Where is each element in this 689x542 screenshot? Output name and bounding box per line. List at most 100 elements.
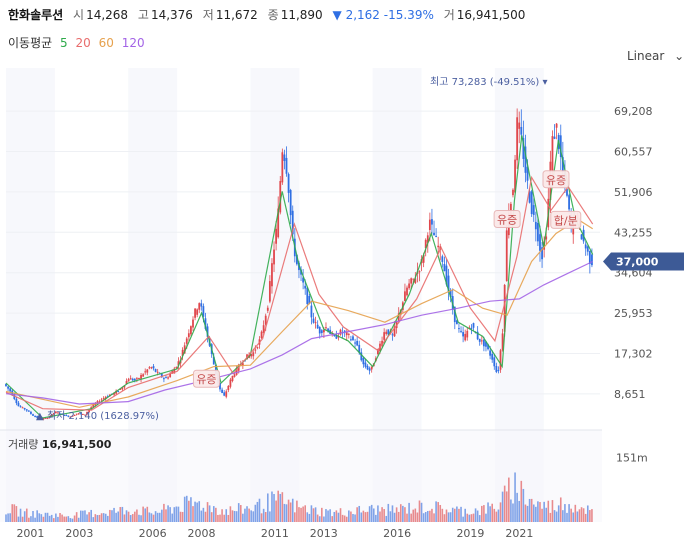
candle-body: [408, 283, 410, 289]
volume-bar: [441, 508, 444, 522]
volume-bar: [165, 509, 167, 522]
volume-label: 거: [443, 8, 455, 22]
candle-body: [422, 255, 425, 263]
volume-bar: [420, 502, 423, 522]
volume-bar: [410, 513, 412, 522]
candle-body: [350, 339, 352, 341]
volume-bar: [395, 507, 398, 522]
candle-body: [591, 254, 593, 266]
candle-body: [121, 387, 124, 390]
volume-bar: [389, 511, 392, 522]
candle-body: [104, 396, 107, 399]
moving-average-20: [5, 175, 594, 411]
moving-average-60: [5, 218, 594, 408]
volume-bar: [356, 507, 358, 522]
candle-body: [302, 277, 305, 283]
volume-bar: [212, 506, 215, 522]
volume-bar: [348, 510, 350, 522]
event-marker-label: 유증: [497, 213, 517, 226]
candle-body: [487, 344, 489, 350]
volume-panel-background: [0, 430, 602, 522]
time-tick-label: 2008: [188, 527, 216, 540]
volume-label: 거래량 16,941,500: [8, 438, 112, 451]
volume-bar: [522, 488, 525, 522]
stock-name: 한화솔루션: [8, 8, 64, 22]
volume-bar: [570, 508, 572, 522]
volume-bar: [227, 514, 230, 522]
candle-body: [449, 290, 452, 298]
volume-bar: [549, 512, 552, 522]
candle-body: [129, 378, 132, 380]
volume-bar: [267, 493, 269, 522]
candle-body: [185, 338, 188, 344]
volume-bar: [306, 512, 309, 522]
candle-body: [81, 413, 84, 415]
volume-bar: [516, 492, 518, 522]
candle-body: [136, 378, 138, 380]
candle-body: [458, 328, 460, 330]
volume-bar: [422, 513, 425, 522]
volume-bar: [262, 508, 265, 522]
candle-body: [175, 366, 178, 369]
volume-bar: [354, 514, 356, 522]
volume-bar: [50, 514, 53, 522]
volume-bar: [196, 502, 198, 522]
candle-body: [537, 223, 539, 242]
candle-body: [489, 350, 492, 356]
volume-bar: [580, 507, 583, 522]
volume-bar: [131, 514, 134, 522]
candle-body: [92, 404, 95, 408]
candle-body: [539, 234, 541, 251]
volume-bar: [210, 512, 213, 522]
volume-bar: [250, 510, 252, 522]
ma-period-60: 60: [98, 36, 114, 50]
candle-body: [187, 333, 190, 338]
max-price-annotation: 최고 73,283 (-49.51%) ▾: [430, 76, 548, 88]
candle-body: [383, 332, 386, 340]
candle-body: [200, 303, 203, 307]
volume-bar: [545, 507, 548, 522]
volume-bar: [501, 491, 504, 522]
volume-bar: [57, 516, 59, 522]
volume-bar: [321, 507, 323, 522]
volume-bar: [574, 504, 577, 522]
volume-bar: [483, 505, 485, 522]
volume-bar: [566, 512, 568, 522]
candle-body: [534, 221, 537, 230]
candle-body: [115, 390, 118, 394]
candle-body: [410, 278, 413, 284]
volume-bar: [156, 512, 159, 522]
volume-bar: [52, 518, 55, 522]
candle-body: [385, 331, 388, 335]
candle-body: [551, 136, 554, 171]
ma-legend-label: 이동평균: [8, 36, 53, 50]
candle-body: [308, 295, 311, 304]
volume-bar: [433, 513, 435, 522]
candle-body: [63, 414, 66, 416]
moving-average-5: [5, 135, 594, 419]
scale-mode-label: Linear: [627, 49, 665, 63]
candle-body: [256, 347, 259, 349]
event-marker-box: [550, 210, 582, 229]
candle-body: [335, 335, 338, 339]
volume-bar: [119, 507, 122, 522]
candle-body: [59, 413, 61, 415]
volume-bar: [219, 514, 221, 522]
volume-bar: [397, 511, 400, 522]
candle-body: [491, 353, 494, 360]
candle-body: [447, 275, 450, 292]
candle-body: [478, 338, 481, 342]
scale-mode-dropdown[interactable]: Linear ⌄: [627, 49, 684, 63]
candle-body: [192, 319, 194, 328]
candle-body: [584, 244, 587, 249]
ma-period-20: 20: [75, 36, 91, 50]
candle-body: [287, 174, 290, 193]
moving-average-legend[interactable]: 이동평균 5 20 60 120: [8, 34, 149, 51]
candle-body: [443, 264, 446, 272]
candle-body: [169, 373, 172, 378]
volume-bar: [526, 505, 529, 522]
candle-body: [391, 334, 394, 336]
volume-bar: [231, 510, 234, 522]
candle-body: [25, 409, 28, 411]
